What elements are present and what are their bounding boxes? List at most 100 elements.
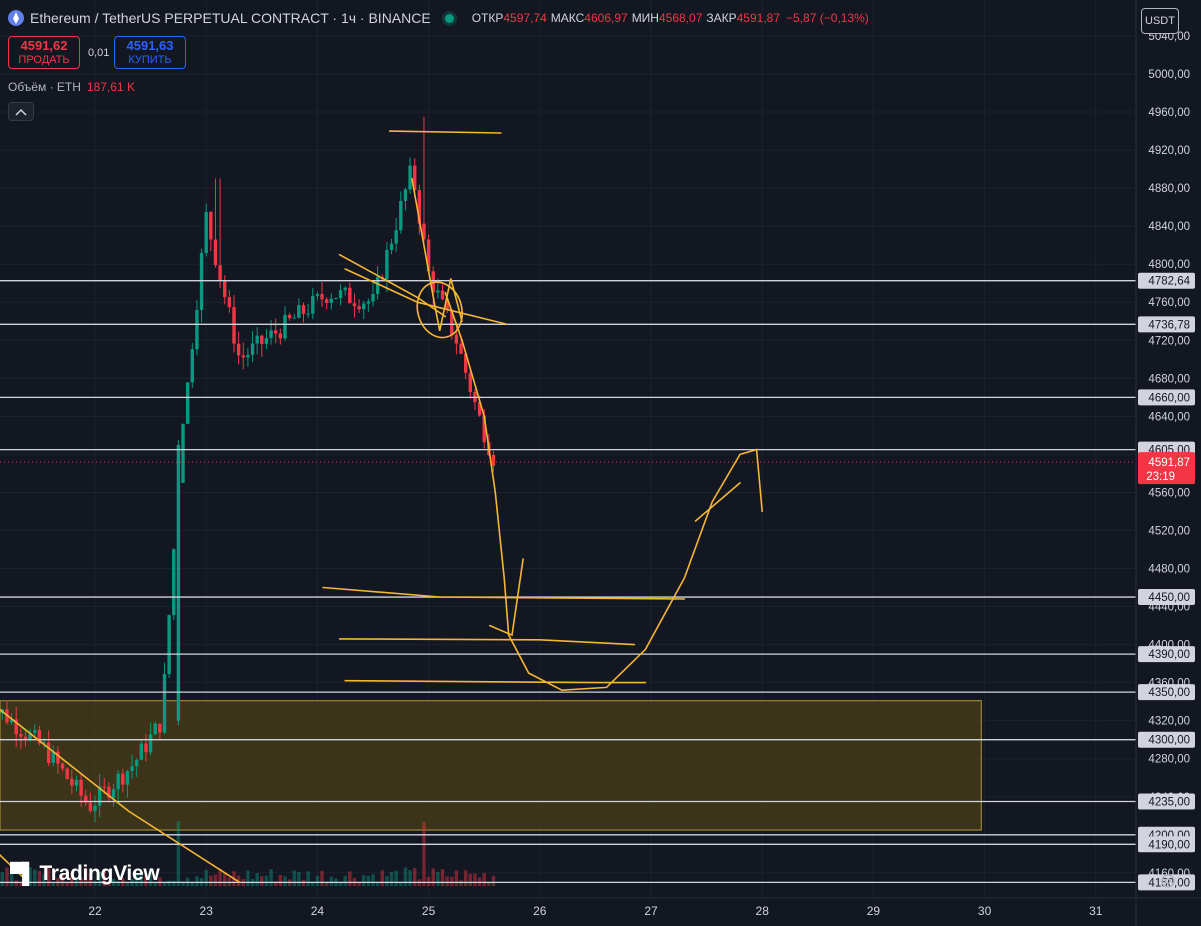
buy-label: КУПИТЬ <box>128 53 172 66</box>
level-label: 4450,00 <box>1148 592 1190 604</box>
buy-button[interactable]: 4591,63 КУПИТЬ <box>114 36 186 69</box>
volume-bar <box>102 871 106 886</box>
horizontal-levels <box>0 280 1136 883</box>
candle-body <box>102 786 106 788</box>
sell-button[interactable]: 4591,62 ПРОДАТЬ <box>8 36 80 69</box>
candle-body <box>209 212 213 240</box>
volume-bar <box>487 881 491 886</box>
volume-bar <box>116 881 120 886</box>
candle-body <box>362 303 366 310</box>
volume-bar <box>246 870 250 886</box>
volume-bar <box>93 880 97 886</box>
candle-body <box>148 734 153 753</box>
candle-body <box>352 303 357 307</box>
candle-body <box>70 778 74 786</box>
close-value: 4591,87 <box>736 11 781 25</box>
candle-body <box>450 309 454 335</box>
candle-body <box>348 287 352 304</box>
candle-body <box>33 730 37 733</box>
current-price-label: 4591,87 <box>1148 457 1190 469</box>
candle-body <box>436 290 440 293</box>
volume-bar <box>394 870 398 886</box>
symbol-title[interactable]: Ethereum / TetherUS PERPETUAL CONTRACT ·… <box>30 10 431 26</box>
trend-line-down <box>0 708 241 884</box>
volume-bar <box>375 882 380 886</box>
volume-bar <box>209 875 213 886</box>
candle-body <box>135 759 139 767</box>
level-label-bg <box>1138 389 1195 406</box>
volume-bar <box>399 881 403 886</box>
change-value: −5,87 (−0,13%) <box>786 11 869 25</box>
trade-panel: 4591,62 ПРОДАТЬ 0,01 4591,63 КУПИТЬ <box>8 36 186 69</box>
volume-bar <box>278 875 283 886</box>
close-label: ЗАКР <box>706 11 737 25</box>
volume-bar <box>380 870 384 886</box>
candle-body <box>278 333 283 339</box>
candle-body <box>385 249 389 280</box>
volume-bar <box>213 874 218 886</box>
time-tick-label: 30 <box>978 904 992 918</box>
candle-body <box>79 779 83 796</box>
volume-bar <box>436 871 440 886</box>
sketch-level-4400 <box>338 638 636 646</box>
tradingview-logo[interactable]: ▀▌ TradingView <box>10 862 160 886</box>
candle-body <box>204 212 208 253</box>
sell-price: 4591,62 <box>20 37 68 53</box>
volume-bar <box>385 876 389 886</box>
arrow-head <box>694 482 741 522</box>
candle-body <box>185 382 190 424</box>
volume-bar <box>23 869 28 886</box>
volume-bar <box>450 876 454 886</box>
volume-bar <box>144 874 148 886</box>
volume-bar <box>283 876 287 886</box>
volume-legend: Объём · ETH 187,61 K <box>8 80 135 94</box>
candle-body <box>130 766 134 771</box>
volume-bar <box>324 881 329 886</box>
candle-body <box>144 743 148 753</box>
currency-selector[interactable]: USDT <box>1141 8 1179 34</box>
volume-bar <box>389 871 394 886</box>
candle-body <box>255 335 259 344</box>
level-label: 4350,00 <box>1148 687 1190 699</box>
spread-value: 0,01 <box>88 46 110 59</box>
gear-icon[interactable] <box>1159 872 1177 890</box>
level-label: 4300,00 <box>1148 735 1190 747</box>
circle-marker <box>416 281 463 339</box>
candle-body <box>459 343 463 354</box>
volume-bar <box>195 876 199 886</box>
volume-bar <box>255 873 259 886</box>
level-label-bg <box>1138 731 1195 748</box>
candle-body <box>227 297 232 308</box>
volume-bar <box>148 867 153 886</box>
ethereum-logo-icon <box>8 10 24 26</box>
price-tick-label: 5000,00 <box>1148 69 1190 81</box>
volume-bar <box>65 881 69 886</box>
candle-body <box>334 297 338 299</box>
level-price-labels: 4782,644736,784660,004605,004450,004390,… <box>1138 272 1195 891</box>
collapse-legend-button[interactable] <box>8 102 34 121</box>
candle-body <box>125 770 130 785</box>
tradingview-mark-icon: ▀▌ <box>10 862 36 885</box>
volume-bar <box>125 882 130 886</box>
candle-body <box>454 334 459 344</box>
candle-body <box>195 309 199 350</box>
volume-bar <box>413 868 417 886</box>
time-tick-label: 29 <box>867 904 881 918</box>
volume-bar <box>343 875 347 886</box>
volume-bar <box>320 870 324 886</box>
high-value: 4606,97 <box>584 11 628 25</box>
volume-bar <box>227 877 232 886</box>
candle-body <box>338 290 343 298</box>
level-label: 4190,00 <box>1148 839 1190 851</box>
volume-bar <box>14 880 18 886</box>
candle-body <box>190 349 194 383</box>
volume-bar <box>348 871 352 886</box>
volume-bar <box>491 875 496 886</box>
candle-body <box>97 786 102 806</box>
candle-body <box>84 795 88 803</box>
volume-bar <box>264 875 269 886</box>
candle-body <box>399 200 403 231</box>
time-tick-label: 31 <box>1089 904 1103 918</box>
